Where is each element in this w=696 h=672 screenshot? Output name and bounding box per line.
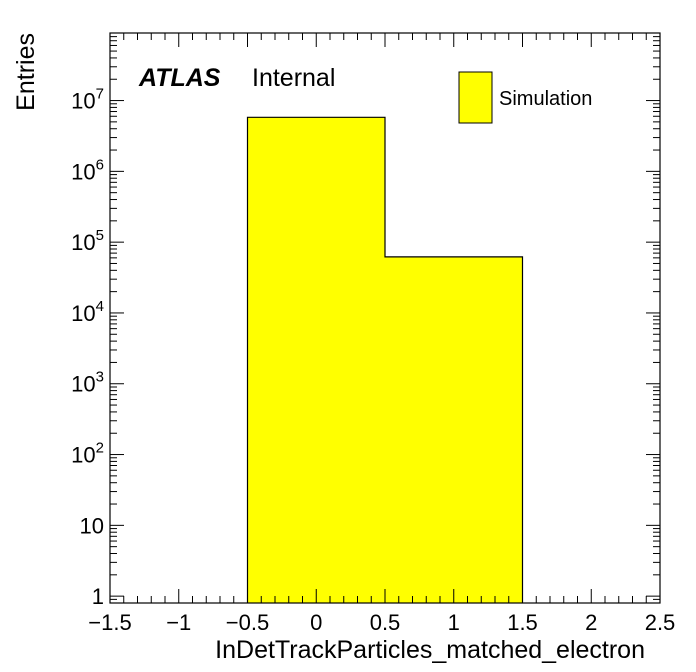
y-tick-labels: 1 10 102 103 104 105 106 107 [71,86,104,610]
histogram-bin [247,117,385,604]
atlas-label: ATLAS [138,64,221,92]
y-axis-ticks [110,32,660,604]
histogram-bin [385,256,523,603]
x-tick-label: 2.5 [645,610,676,635]
x-tick-label: 1.5 [507,610,538,635]
x-tick-labels: −1.5 −1 −0.5 0 0.5 1 1.5 2 2.5 [88,610,675,635]
x-axis-ticks [109,33,661,603]
y-tick-label: 103 [71,369,104,397]
y-tick-label: 105 [71,227,104,255]
y-tick-label: 104 [71,298,104,326]
y-axis-title: Entries [12,33,40,111]
x-tick-label: −0.5 [226,610,269,635]
x-tick-label: 0.5 [370,610,401,635]
x-axis-title: InDetTrackParticles_matched_electron [215,636,645,664]
y-tick-label: 10 [80,513,104,538]
y-tick-label: 102 [71,440,104,468]
x-tick-label: −1.5 [88,610,131,635]
x-tick-label: 1 [448,610,460,635]
x-tick-label: 0 [310,610,322,635]
y-tick-label: 107 [71,86,104,114]
internal-label: Internal [252,64,335,92]
x-tick-label: −1 [166,610,191,635]
histogram-outline [246,116,524,603]
y-tick-label: 1 [92,584,104,609]
legend-label: Simulation [499,88,592,110]
legend-swatch [458,71,493,124]
y-tick-label: 106 [71,156,104,184]
histogram-bars [246,116,524,604]
x-tick-label: 2 [585,610,597,635]
